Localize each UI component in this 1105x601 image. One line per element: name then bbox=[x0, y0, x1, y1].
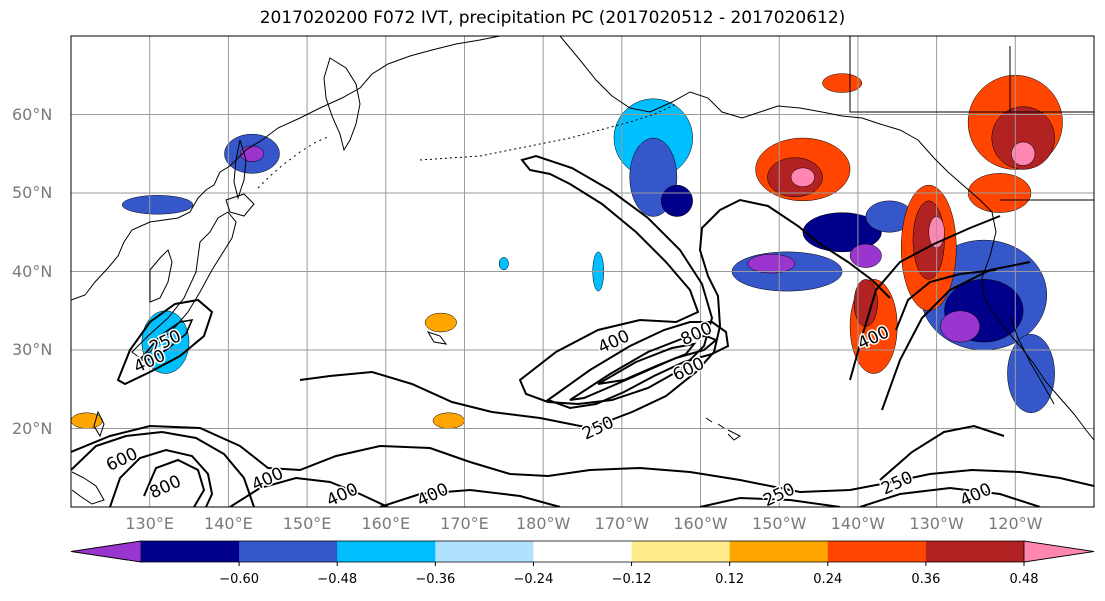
lon-tick-label-1: 140°E bbox=[204, 514, 253, 533]
colorbar-segment-7 bbox=[729, 541, 829, 562]
lon-tick-label-5: 180°W bbox=[515, 514, 571, 533]
lon-tick-label-10: 130°W bbox=[909, 514, 964, 533]
colorbar bbox=[70, 540, 1095, 566]
coastlines bbox=[71, 36, 1094, 505]
contour-label-9: 400 bbox=[324, 479, 362, 511]
precip-patch-29 bbox=[424, 312, 457, 333]
precip-patch-15 bbox=[1007, 334, 1055, 414]
contour-label-6: 600 bbox=[103, 444, 141, 476]
colorbar-tick-label-1: −0.48 bbox=[317, 572, 358, 587]
precip-patch-8 bbox=[747, 253, 796, 274]
precip-patch-25 bbox=[991, 106, 1055, 170]
contour-label-13: 400 bbox=[957, 479, 995, 511]
colorbar-tick-label-5: 0.12 bbox=[715, 572, 745, 587]
lat-tick-label-3: 50°N bbox=[12, 183, 53, 202]
colorbar-tick-label-4: −0.12 bbox=[611, 572, 652, 587]
precip-patch-30 bbox=[432, 412, 465, 429]
lon-tick-label-2: 150°E bbox=[282, 514, 332, 533]
precip-patch-10 bbox=[849, 243, 882, 268]
colorbar-segment-3 bbox=[337, 541, 436, 562]
colorbar-tick-label-3: −0.24 bbox=[513, 572, 554, 587]
colorbar-segment-2 bbox=[239, 541, 338, 562]
map-title: 2017020200 F072 IVT, precipitation PC (2… bbox=[259, 8, 846, 28]
colorbar-tick-label-8: 0.48 bbox=[1009, 572, 1039, 587]
precip-patch-31 bbox=[71, 412, 103, 429]
colorbar-segment-1 bbox=[141, 541, 240, 562]
colorbar-segment-5 bbox=[533, 541, 633, 562]
colorbar-segment-4 bbox=[435, 541, 534, 562]
precip-patch-9 bbox=[802, 212, 882, 253]
colorbar-outline bbox=[70, 540, 1095, 563]
lat-lon-grid bbox=[71, 36, 1094, 507]
colorbar-extend-max bbox=[1023, 540, 1095, 563]
precip-patch-32 bbox=[498, 257, 509, 271]
precip-patch-2 bbox=[121, 195, 194, 215]
precip-patch-6 bbox=[660, 184, 693, 217]
colorbar-segment-8 bbox=[827, 541, 927, 562]
contour-label-5: 250 bbox=[579, 413, 617, 445]
lat-tick-label-0: 20°N bbox=[12, 418, 53, 438]
contour-label-2: 400 bbox=[595, 326, 633, 358]
lat-tick-label-1: 30°N bbox=[12, 340, 53, 359]
ivt-contours bbox=[71, 154, 1094, 507]
lat-tick-label-4: 60°N bbox=[12, 104, 53, 124]
precipitation-pc-fill bbox=[71, 73, 1063, 429]
colorbar-segment-9 bbox=[925, 541, 1025, 562]
lon-tick-label-8: 150°W bbox=[752, 514, 807, 533]
colorbar-extend-min bbox=[70, 540, 142, 563]
map-frame bbox=[70, 35, 1095, 508]
lat-tick-label-2: 40°N bbox=[12, 261, 53, 281]
lon-tick-label-9: 140°W bbox=[830, 514, 886, 533]
lon-tick-label-0: 130°E bbox=[125, 514, 175, 533]
colorbar-segment-6 bbox=[631, 541, 731, 562]
colorbar-tick-label-2: −0.36 bbox=[415, 572, 456, 587]
lon-tick-label-11: 120°W bbox=[988, 514, 1043, 533]
precip-patch-14 bbox=[940, 310, 981, 343]
lon-tick-label-6: 170°W bbox=[594, 514, 650, 533]
lon-tick-label-3: 160°E bbox=[361, 514, 411, 533]
contour-label-10: 400 bbox=[414, 479, 452, 511]
precip-patch-18 bbox=[790, 167, 815, 187]
colorbar-tick-label-6: 0.24 bbox=[813, 572, 843, 587]
colorbar-tick-label-0: −0.60 bbox=[219, 572, 260, 587]
precip-patch-28 bbox=[822, 73, 863, 93]
precip-patch-26 bbox=[1011, 141, 1036, 166]
colorbar-tick-label-7: 0.36 bbox=[911, 572, 941, 587]
lon-tick-label-7: 160°W bbox=[673, 514, 728, 533]
lon-tick-label-4: 170°E bbox=[440, 514, 489, 533]
